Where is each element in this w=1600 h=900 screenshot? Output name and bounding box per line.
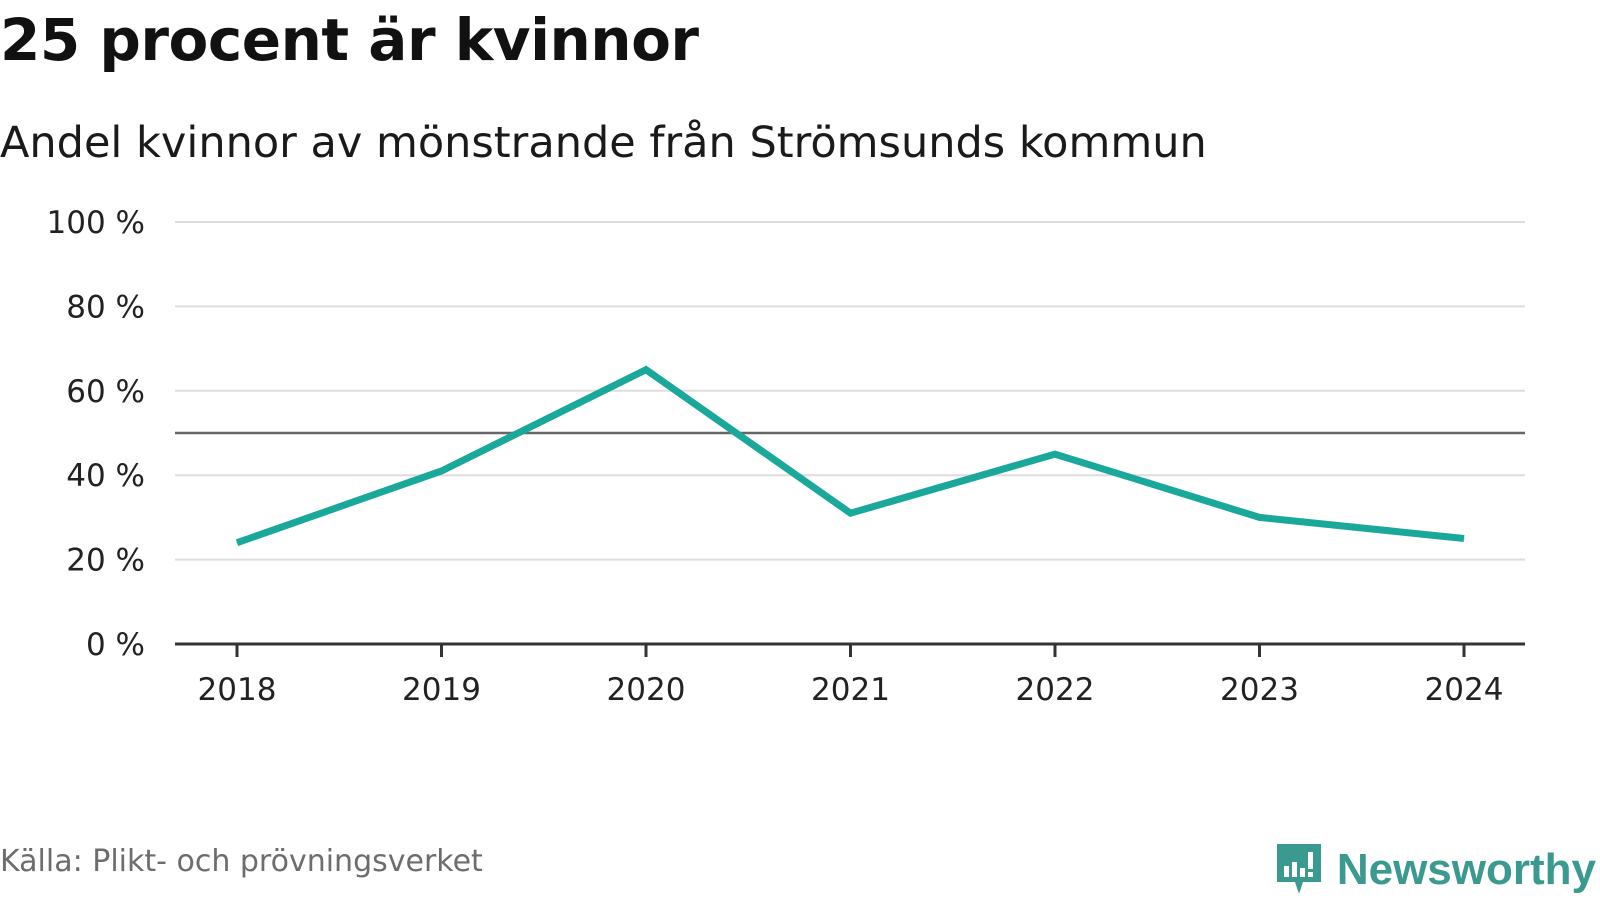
y-axis-labels: 0 % 20 % 40 % 60 % 80 % 100 %	[47, 205, 145, 663]
source-note: Källa: Plikt- och prövningsverket	[0, 844, 483, 879]
x-tick-label: 2024	[1425, 672, 1504, 708]
x-tick-label: 2022	[1016, 672, 1095, 708]
x-axis-labels: 2018 2019 2020 2021 2022 2023 2024	[198, 672, 1504, 708]
y-tick-label: 100 %	[47, 205, 145, 241]
newsworthy-logo-icon	[1276, 844, 1321, 894]
y-tick-label: 60 %	[66, 374, 145, 410]
y-tick-label: 20 %	[66, 543, 145, 579]
data-point-2023	[1259, 516, 1260, 518]
gridlines	[175, 221, 1525, 561]
data-point-2019	[441, 470, 442, 472]
line-chart: 0 % 20 % 40 % 60 % 80 % 100 % 2018 2019 2020 202…	[47, 205, 1525, 708]
series-group	[235, 365, 1465, 547]
y-tick-label: 0 %	[86, 627, 145, 663]
brand-logo: Newsworthy	[1273, 840, 1596, 900]
x-axis	[175, 642, 1525, 657]
data-point-2022	[1054, 453, 1056, 455]
data-point-2021	[850, 512, 851, 514]
x-tick-label: 2023	[1220, 672, 1299, 708]
data-point-2020	[645, 369, 647, 371]
chart-title: 25 procent är kvinnor	[0, 6, 699, 74]
y-tick-label: 40 %	[66, 458, 145, 494]
chart-subtitle: Andel kvinnor av mönstrande från Strömsu…	[0, 118, 1207, 168]
y-tick-label: 80 %	[66, 289, 145, 325]
x-tick-label: 2020	[607, 672, 686, 708]
series-line	[235, 365, 1465, 547]
x-tick-label: 2018	[198, 672, 277, 708]
x-tick-label: 2019	[402, 672, 481, 708]
brand-name: Newsworthy	[1336, 845, 1596, 894]
x-tick-label: 2021	[811, 672, 890, 708]
data-point-2024	[1463, 538, 1465, 539]
data-point-2018	[236, 542, 238, 544]
